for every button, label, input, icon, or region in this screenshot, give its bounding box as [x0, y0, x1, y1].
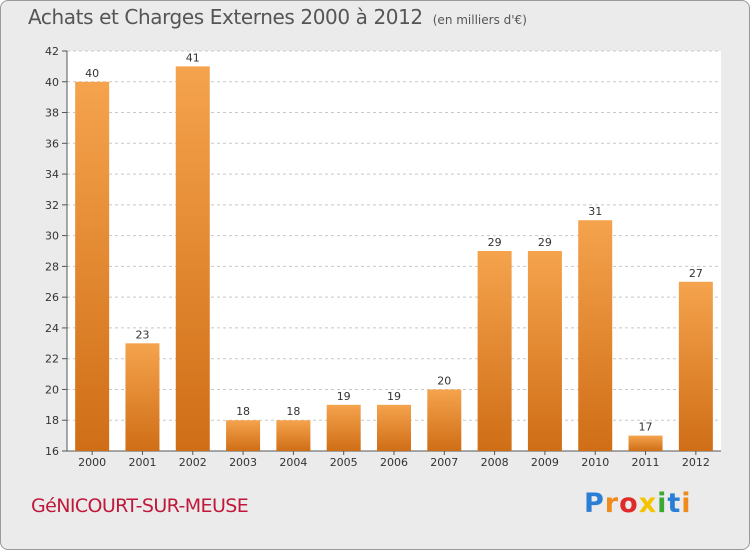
y-tick-label: 32 [45, 199, 59, 212]
x-tick-label: 2012 [682, 456, 710, 469]
y-tick-label: 36 [45, 137, 59, 150]
x-tick-label: 2002 [179, 456, 207, 469]
x-tick-label: 2004 [279, 456, 307, 469]
x-tick-label: 2007 [430, 456, 458, 469]
bar-value-label: 29 [538, 236, 552, 249]
y-tick-label: 20 [45, 383, 59, 396]
bar-value-label: 41 [186, 51, 200, 64]
y-tick-label: 22 [45, 353, 59, 366]
logo-letter: r [604, 488, 620, 519]
bar-value-label: 18 [286, 405, 300, 418]
bar-value-label: 19 [337, 390, 351, 403]
bar [477, 251, 512, 451]
x-tick-label: 2001 [128, 456, 156, 469]
bar-value-label: 40 [85, 67, 99, 80]
bar [125, 343, 160, 451]
bar-value-label: 23 [135, 328, 149, 341]
bar [226, 420, 261, 451]
bar [75, 81, 110, 452]
bar-value-label: 29 [488, 236, 502, 249]
x-tick-label: 2010 [581, 456, 609, 469]
logo-letter: i [681, 488, 692, 519]
x-tick-label: 2000 [78, 456, 106, 469]
x-tick-label: 2008 [481, 456, 509, 469]
bar-value-label: 19 [387, 390, 401, 403]
bar-value-label: 18 [236, 405, 250, 418]
bar-value-label: 27 [689, 267, 703, 280]
y-tick-label: 30 [45, 230, 59, 243]
y-tick-label: 24 [45, 322, 59, 335]
y-tick-label: 40 [45, 76, 59, 89]
bar [427, 389, 462, 451]
bar [628, 435, 663, 451]
chart-title: Achats et Charges Externes 2000 à 2012 [28, 5, 423, 29]
logo-letter: i [657, 488, 668, 519]
bar [276, 420, 311, 451]
y-tick-label: 28 [45, 260, 59, 273]
chart-title-row: Achats et Charges Externes 2000 à 2012 (e… [28, 5, 527, 29]
x-tick-label: 2003 [229, 456, 257, 469]
x-tick-label: 2005 [330, 456, 358, 469]
bar-value-label: 17 [639, 421, 653, 434]
bar [175, 66, 210, 451]
y-tick-label: 18 [45, 414, 59, 427]
bar [578, 220, 613, 451]
x-tick-label: 2006 [380, 456, 408, 469]
bar [678, 281, 713, 451]
logo-letter: o [619, 488, 639, 519]
proxiti-logo[interactable]: Proxiti [584, 488, 692, 519]
commune-name: GéNICOURT-SUR-MEUSE [31, 495, 249, 517]
x-tick-label: 2011 [632, 456, 660, 469]
y-tick-label: 42 [45, 45, 59, 58]
bar-value-label: 31 [588, 205, 602, 218]
logo-letter: x [638, 488, 658, 519]
y-tick-label: 38 [45, 107, 59, 120]
bar-value-label: 20 [437, 374, 451, 387]
bar [527, 251, 562, 451]
chart-subtitle: (en milliers d'€) [432, 13, 527, 27]
y-tick-label: 26 [45, 291, 59, 304]
bar [326, 404, 361, 451]
y-tick-label: 16 [45, 445, 59, 458]
bar [377, 404, 411, 451]
x-tick-label: 2009 [531, 456, 559, 469]
y-tick-label: 34 [45, 168, 59, 181]
logo-letter: P [584, 488, 605, 519]
logo-letter: t [667, 488, 682, 519]
